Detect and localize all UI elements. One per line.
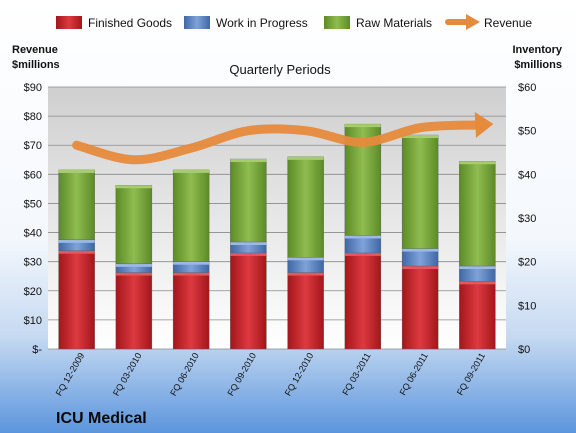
bar-finished-goods — [287, 272, 324, 350]
legend-swatch-finished-goods — [56, 16, 82, 29]
left-axis-title-line2: $millions — [12, 59, 60, 71]
legend-label-work-in-progress: Work in Progress — [216, 16, 308, 30]
bar-raw-materials — [459, 161, 496, 267]
bar-cap-raw-materials — [459, 161, 496, 165]
legend-item-finished-goods: Finished Goods — [56, 16, 172, 30]
bar-cap-raw-materials — [173, 169, 210, 173]
left-tick-label: $40 — [24, 228, 42, 240]
right-tick-label: $10 — [518, 300, 536, 312]
right-tick-label: $60 — [518, 82, 536, 94]
legend-item-work-in-progress: Work in Progress — [184, 16, 308, 30]
left-tick-label: $20 — [24, 286, 42, 298]
revenue-line-layer — [72, 111, 494, 165]
bar-cap-raw-materials — [402, 135, 439, 139]
chart-title: Quarterly Periods — [229, 62, 331, 77]
left-tick-label: $10 — [24, 315, 42, 327]
bar-cap-finished-goods — [459, 281, 496, 285]
right-tick-label: $50 — [518, 126, 536, 138]
bar-cap-finished-goods — [402, 266, 439, 270]
bar-cap-finished-goods — [58, 250, 95, 254]
bar-raw-materials — [230, 158, 267, 243]
bar-finished-goods — [344, 252, 382, 350]
right-axis-title-line1: Inventory — [512, 44, 562, 56]
bar-cap-work-in-progress — [344, 235, 381, 239]
bar-raw-materials — [287, 156, 324, 258]
legend-label-finished-goods: Finished Goods — [88, 16, 172, 30]
bar-raw-materials — [172, 169, 210, 262]
bar-cap-raw-materials — [287, 156, 324, 160]
revenue-arrowhead — [474, 111, 494, 138]
right-tick-label: $20 — [518, 257, 536, 269]
legend-item-raw-materials: Raw Materials — [324, 16, 432, 30]
bar-cap-finished-goods — [230, 252, 267, 256]
right-tick-label: $40 — [518, 169, 536, 181]
bar-raw-materials — [115, 185, 153, 265]
right-axis-ticks: $0 $10 $20 $30 $40 $50 $60 — [518, 82, 536, 356]
right-axis-title-line2: $millions — [514, 59, 562, 71]
bar-finished-goods — [401, 265, 439, 350]
bar-cap-raw-materials — [115, 185, 152, 189]
bar-raw-materials — [58, 169, 95, 241]
bar-finished-goods — [230, 252, 267, 350]
left-tick-label: $70 — [24, 140, 42, 152]
bar-raw-materials — [401, 134, 439, 249]
bar-cap-finished-goods — [287, 272, 324, 276]
left-tick-label: $90 — [24, 82, 42, 94]
bar-cap-raw-materials — [230, 159, 267, 163]
left-axis-ticks: $- $10 $20 $30 $40 $50 $60 $70 $80 $90 — [24, 82, 43, 356]
bar-cap-work-in-progress — [230, 242, 267, 246]
bar-cap-work-in-progress — [402, 248, 439, 252]
bar-cap-raw-materials — [58, 169, 95, 173]
company-name: ICU Medical — [56, 410, 147, 427]
left-tick-label: $30 — [24, 257, 42, 269]
bar-cap-finished-goods — [173, 272, 210, 276]
right-tick-label: $0 — [518, 344, 530, 356]
left-tick-label: $- — [32, 344, 42, 356]
bar-cap-work-in-progress — [459, 266, 496, 270]
bar-cap-finished-goods — [115, 272, 152, 276]
bar-finished-goods — [172, 272, 210, 350]
bar-finished-goods — [115, 272, 153, 350]
bar-finished-goods — [58, 250, 95, 350]
bar-cap-raw-materials — [344, 124, 381, 128]
bar-cap-work-in-progress — [173, 261, 210, 265]
legend-swatch-raw-materials — [324, 16, 350, 29]
bar-cap-work-in-progress — [58, 239, 95, 243]
left-tick-label: $60 — [24, 169, 42, 181]
legend-item-revenue: Revenue — [445, 14, 532, 30]
left-axis-title-line1: Revenue — [12, 44, 58, 56]
legend-arrowhead-revenue — [466, 14, 480, 30]
bar-cap-work-in-progress — [115, 263, 152, 267]
legend-label-revenue: Revenue — [484, 16, 532, 30]
right-tick-label: $30 — [518, 213, 536, 225]
left-tick-label: $80 — [24, 111, 42, 123]
revenue-line — [72, 120, 480, 165]
bar-cap-work-in-progress — [287, 257, 324, 261]
bar-cap-finished-goods — [344, 252, 381, 256]
legend-label-raw-materials: Raw Materials — [356, 16, 432, 30]
left-tick-label: $50 — [24, 198, 42, 210]
legend: Finished Goods Work in Progress Raw Mate… — [56, 14, 532, 30]
legend-swatch-work-in-progress — [184, 16, 210, 29]
bar-finished-goods — [459, 281, 496, 350]
